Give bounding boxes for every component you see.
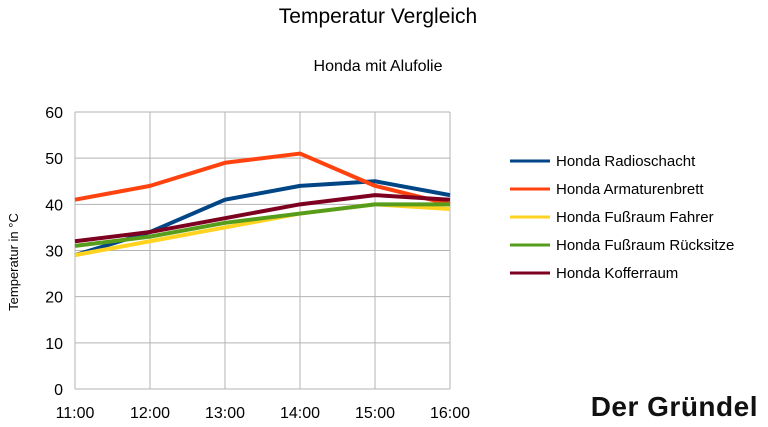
series-line-5 <box>74 193 451 244</box>
chart-title: Temperatur Vergleich <box>279 5 477 28</box>
x-tick-label: 15:00 <box>355 405 395 422</box>
series-lines <box>74 151 451 258</box>
x-tick-label: 12:00 <box>130 405 170 422</box>
x-tick-label: 16:00 <box>430 405 470 422</box>
y-tick-label: 40 <box>45 197 63 214</box>
series-line-1 <box>74 179 451 258</box>
x-tick-label: 13:00 <box>205 405 245 422</box>
legend-entry: Honda Fußraum Rücksitze <box>556 237 734 254</box>
y-tick-label: 10 <box>45 336 63 353</box>
y-tick-label: 30 <box>45 244 63 261</box>
legend-entry: Honda Kofferraum <box>556 265 678 282</box>
watermark-logo: Der Gründel <box>590 391 758 422</box>
legend-entry: Honda Radioschacht <box>556 153 696 170</box>
y-tick-label: 50 <box>45 151 63 168</box>
y-axis-label: Temperatur in °C <box>6 213 21 311</box>
y-tick-label: 20 <box>45 290 63 307</box>
grid <box>74 111 451 390</box>
legend-entry: Honda Fußraum Fahrer <box>556 209 714 226</box>
y-tick-labels: 0 10 20 30 40 50 60 <box>45 105 63 399</box>
chart-subtitle: Honda mit Alufolie <box>314 58 443 75</box>
series-line-4 <box>74 202 450 248</box>
series-line-2 <box>74 151 451 207</box>
x-tick-label: 14:00 <box>280 405 320 422</box>
y-tick-label: 0 <box>54 382 63 399</box>
legend: Honda Radioschacht Honda Armaturenbrett Ho… <box>510 153 734 282</box>
y-tick-label: 60 <box>45 105 63 122</box>
legend-entry: Honda Armaturenbrett <box>556 181 704 198</box>
x-tick-label: 11:00 <box>56 405 95 422</box>
x-tick-labels: 11:00 12:00 13:00 14:00 15:00 16:00 <box>56 405 471 422</box>
